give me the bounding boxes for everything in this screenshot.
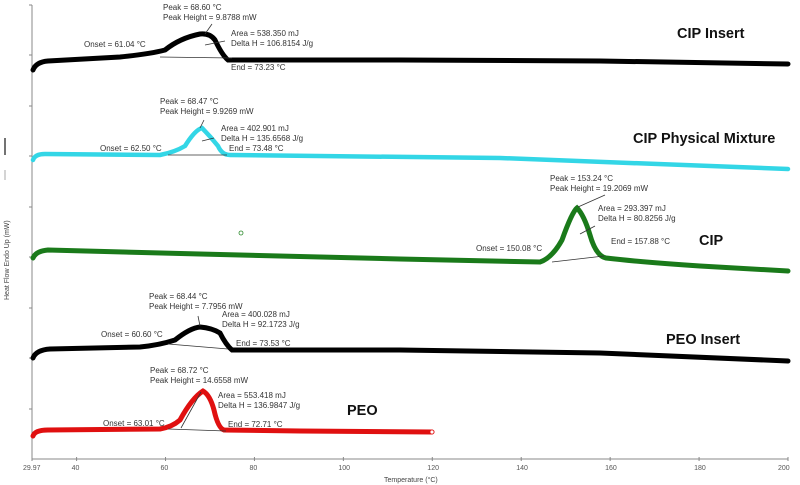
x-axis-ticks: 29.97 40 60 80 100 120 140 160 180 200 — [23, 457, 790, 472]
annotation-area: Area = 400.028 mJ — [222, 310, 290, 319]
annotation-area: Area = 293.397 mJ — [598, 204, 666, 213]
x-tick-label: 180 — [694, 465, 706, 472]
series-cip: Peak = 153.24 °C Peak Height = 19.2069 m… — [30, 174, 791, 274]
annotation-delta-h: Delta H = 136.9847 J/g — [218, 401, 300, 410]
annotation-area: Area = 538.350 mJ — [231, 29, 299, 38]
annotation-peak: Peak = 153.24 °C — [550, 174, 613, 183]
annotation-delta-h: Delta H = 92.1723 J/g — [222, 320, 300, 329]
y-axis-title: Heat Flow Endo Up (mW) — [4, 220, 11, 300]
annotation-peak-height: Peak Height = 7.7956 mW — [149, 302, 243, 311]
annotation-delta-h: Delta H = 80.8256 J/g — [598, 214, 676, 223]
annotation-end: End = 73.23 °C — [231, 63, 286, 72]
annotation-end: End = 72.71 °C — [228, 420, 283, 429]
annotation-onset: Onset = 150.08 °C — [476, 244, 542, 253]
x-tick-label: 29.97 — [23, 465, 41, 472]
x-tick-label: 40 — [72, 465, 80, 472]
annotation-peak-height: Peak Height = 9.8788 mW — [163, 13, 257, 22]
y-axis — [29, 4, 33, 459]
annotation-peak: Peak = 68.44 °C — [149, 292, 208, 301]
annotation-end: End = 157.88 °C — [611, 237, 670, 246]
annotation-peak-height: Peak Height = 19.2069 mW — [550, 184, 649, 193]
series-label-peo-insert: PEO Insert — [666, 332, 740, 348]
series-label-cip: CIP — [699, 233, 724, 249]
annotation-onset: Onset = 62.50 °C — [100, 144, 162, 153]
annotation-end: End = 73.48 °C — [229, 144, 284, 153]
annotation-delta-h: Delta H = 106.8154 J/g — [231, 39, 313, 48]
annotation-area: Area = 402.901 mJ — [221, 124, 289, 133]
annotation-onset: Onset = 60.60 °C — [101, 330, 163, 339]
x-tick-label: 160 — [605, 465, 617, 472]
x-tick-label: 100 — [338, 465, 350, 472]
x-tick-label: 140 — [516, 465, 528, 472]
series-cip-physical-mixture: Peak = 68.47 °C Peak Height = 9.9269 mW … — [30, 97, 791, 172]
series-label-peo: PEO — [347, 403, 378, 419]
series-end-marker — [429, 429, 435, 435]
series-cip-insert: Peak = 68.60 °C Peak Height = 9.8788 mW … — [30, 3, 791, 73]
annotation-delta-h: Delta H = 135.6568 J/g — [221, 134, 303, 143]
series-label-cip-insert: CIP Insert — [677, 26, 745, 42]
stray-marker — [238, 230, 244, 236]
x-tick-label: 120 — [427, 465, 439, 472]
annotation-peak: Peak = 68.60 °C — [163, 3, 222, 12]
annotation-peak: Peak = 68.47 °C — [160, 97, 219, 106]
annotation-peak-height: Peak Height = 14.6558 mW — [150, 376, 249, 385]
annotation-onset: Onset = 63.01 °C — [103, 419, 165, 428]
annotation-end: End = 73.53 °C — [236, 339, 291, 348]
series-label-cip-physical-mixture: CIP Physical Mixture — [633, 131, 775, 147]
annotation-onset: Onset = 61.04 °C — [84, 40, 146, 49]
annotation-area: Area = 553.418 mJ — [218, 391, 286, 400]
series-peo: Peak = 68.72 °C Peak Height = 14.6558 mW… — [30, 366, 435, 439]
series-peo-insert: Peak = 68.44 °C Peak Height = 7.7956 mW … — [30, 292, 791, 364]
x-axis-title: Temperature (°C) — [384, 476, 438, 484]
x-tick-label: 80 — [249, 465, 257, 472]
annotation-peak-height: Peak Height = 9.9269 mW — [160, 107, 254, 116]
x-tick-label: 200 — [778, 465, 790, 472]
annotation-peak: Peak = 68.72 °C — [150, 366, 209, 375]
x-tick-label: 60 — [161, 465, 169, 472]
